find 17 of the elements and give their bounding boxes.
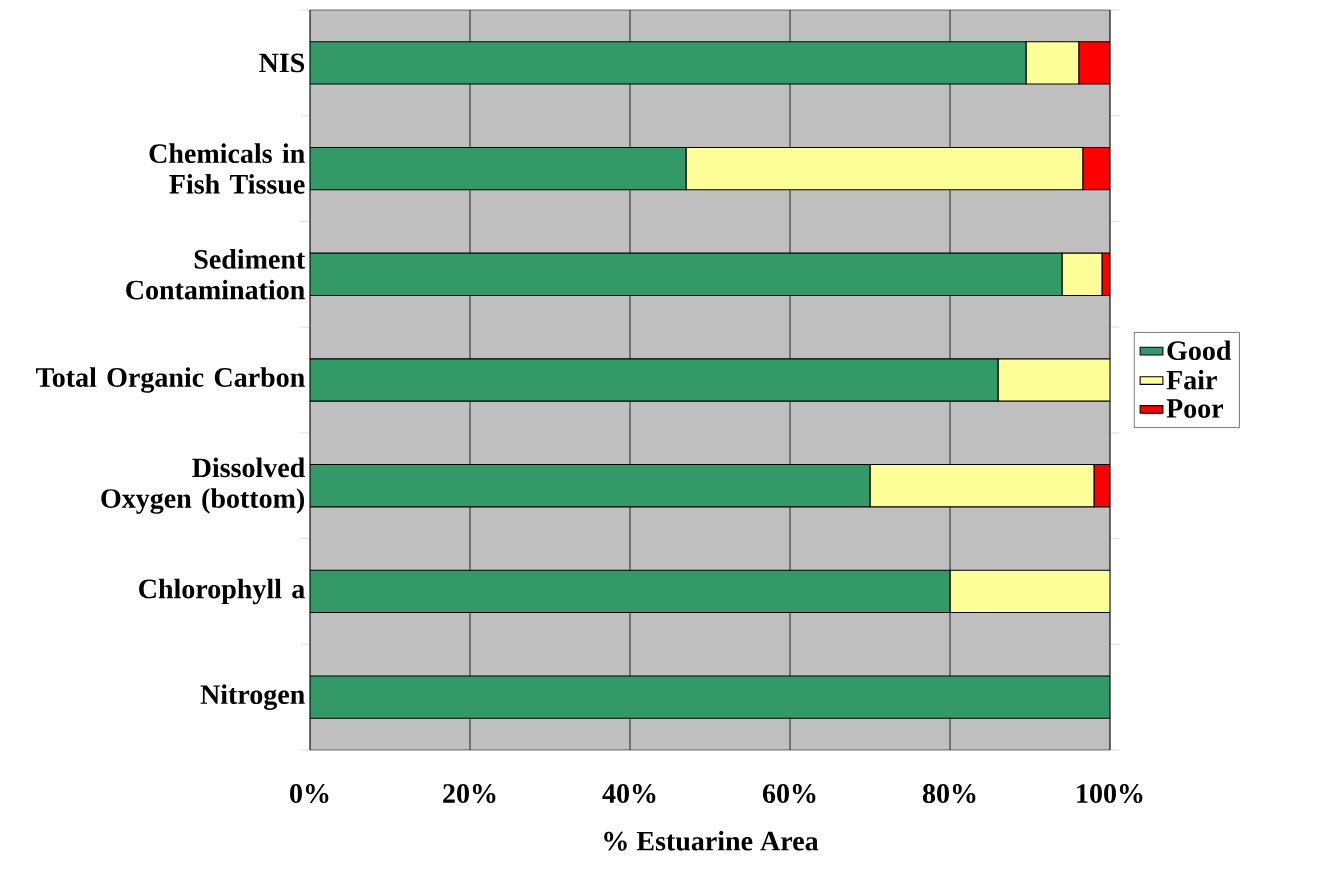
x-tick-label: 100% (1077, 784, 1143, 804)
legend-label: Fair (1166, 369, 1217, 390)
y-tick-label: NIS (259, 53, 305, 73)
x-axis-title: % Estuarine Area (604, 830, 819, 851)
x-tick-label: 60% (762, 784, 816, 804)
y-tick-label: Sediment Contamination (126, 249, 306, 300)
x-tick-label: 80% (922, 784, 976, 804)
x-tick-label: 0% (290, 784, 329, 804)
y-tick-label: Chlorophyll a (139, 578, 305, 605)
y-tick-label: Nitrogen (200, 684, 305, 710)
legend-label: Good (1167, 340, 1232, 361)
legend-label: Poor (1166, 399, 1224, 418)
y-tick-label: Total Organic Carbon (36, 367, 305, 393)
x-tick-label: 40% (602, 784, 656, 804)
y-tick-label: Dissolved Oxygen (bottom) (101, 457, 305, 514)
y-tick-label: Chemicals in Fish Tissue (149, 143, 305, 194)
x-tick-label: 20% (443, 784, 496, 804)
